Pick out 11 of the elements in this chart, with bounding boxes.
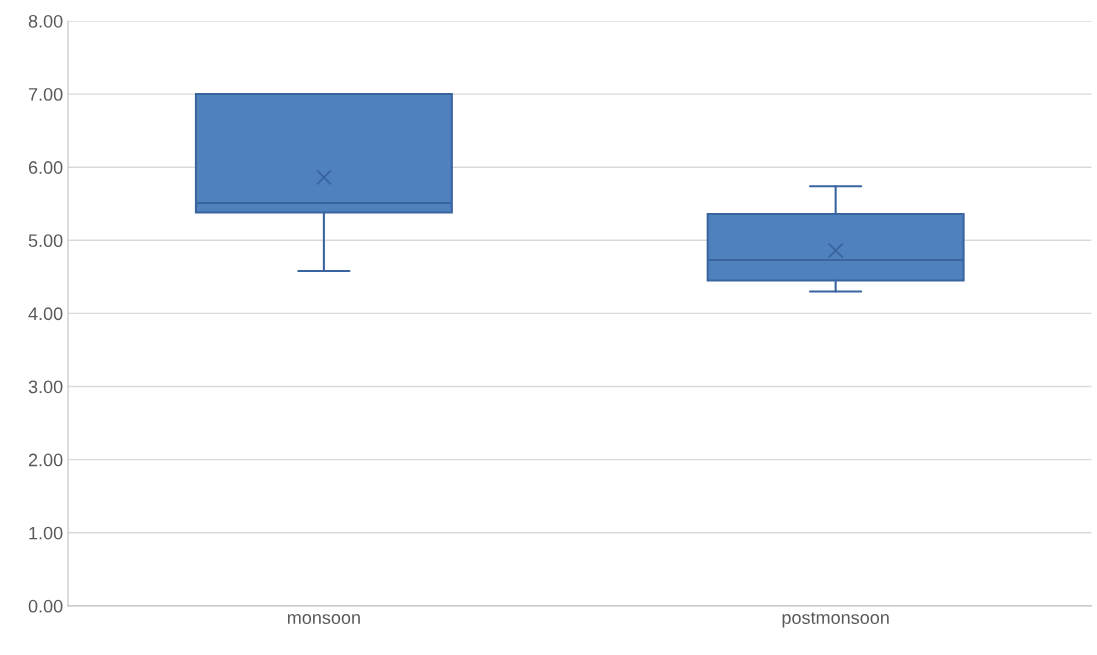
y-tick-label: 4.00 <box>28 307 63 321</box>
y-tick-label: 0.00 <box>28 599 63 613</box>
y-tick-label: 3.00 <box>28 380 63 394</box>
y-tick-label: 2.00 <box>28 453 63 467</box>
y-tick-label: 8.00 <box>28 14 63 28</box>
y-tick-label: 7.00 <box>28 88 63 101</box>
x-tick-label: postmonsoon <box>782 612 889 628</box>
x-tick-label: monsoon <box>287 614 360 624</box>
y-tick-label: 6.00 <box>28 161 63 174</box>
y-tick-label: 5.00 <box>28 234 63 248</box>
y-tick-label: 1.00 <box>29 526 63 540</box>
